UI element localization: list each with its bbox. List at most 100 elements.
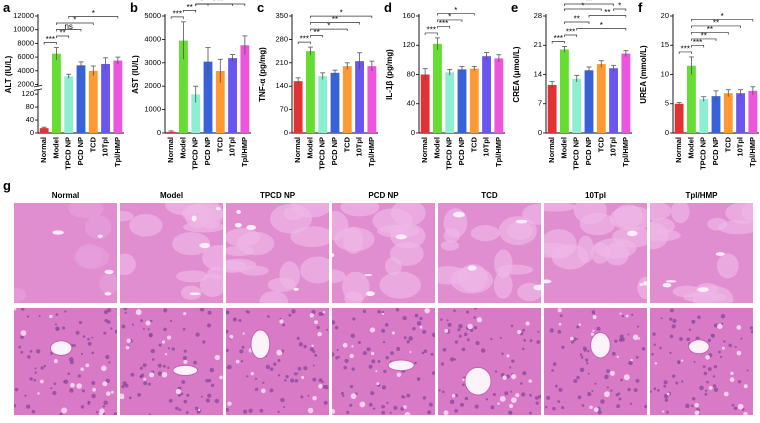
nucleus bbox=[442, 347, 447, 352]
y-tick-label: 2000 bbox=[144, 81, 161, 90]
significance-label: * bbox=[721, 12, 724, 21]
nucleus bbox=[557, 400, 561, 403]
vessel bbox=[515, 219, 528, 224]
nucleus bbox=[226, 408, 230, 412]
nucleus bbox=[475, 340, 480, 346]
x-tick-label: Tpl/HMP bbox=[494, 137, 503, 167]
nucleus bbox=[422, 329, 427, 334]
nucleus bbox=[663, 380, 668, 385]
cell-gap bbox=[616, 355, 619, 359]
cell-gap bbox=[654, 362, 658, 365]
cell-gap bbox=[592, 315, 597, 320]
cell-gap bbox=[20, 330, 27, 336]
significance-label: ** bbox=[313, 28, 319, 37]
cell-gap bbox=[604, 391, 611, 398]
x-tick-label: TCD bbox=[215, 136, 224, 152]
nucleus bbox=[529, 339, 533, 343]
vessel bbox=[467, 265, 477, 271]
nucleus bbox=[505, 374, 511, 379]
tissue-patch bbox=[291, 203, 329, 218]
histology-image bbox=[332, 308, 435, 415]
nucleus bbox=[64, 310, 67, 313]
cell-gap bbox=[376, 382, 380, 386]
cell-gap bbox=[279, 319, 284, 324]
y-tick-label: 28 bbox=[534, 11, 542, 20]
cell-gap bbox=[106, 391, 111, 396]
bar bbox=[711, 96, 721, 133]
nucleus bbox=[446, 319, 449, 322]
vessel bbox=[236, 209, 241, 214]
nucleus bbox=[464, 396, 469, 401]
nucleus bbox=[335, 356, 339, 360]
nucleus bbox=[350, 333, 355, 338]
cell-gap bbox=[332, 408, 336, 414]
tissue-patch bbox=[376, 224, 420, 238]
nucleus bbox=[303, 344, 307, 349]
y-axis-label: TNF-α (pg/mg) bbox=[258, 47, 267, 102]
significance-label: *** bbox=[173, 9, 182, 18]
nucleus bbox=[406, 340, 410, 344]
cell-gap bbox=[145, 320, 151, 326]
nucleus bbox=[312, 364, 315, 367]
tissue-patch bbox=[579, 212, 616, 236]
nucleus bbox=[579, 367, 585, 373]
nucleus bbox=[178, 408, 182, 412]
x-tick-label: Model bbox=[51, 137, 60, 159]
nucleus bbox=[103, 400, 108, 405]
y-tick-label: 1000 bbox=[144, 105, 161, 114]
nucleus bbox=[686, 337, 691, 342]
histology-image bbox=[544, 308, 647, 415]
nucleus bbox=[293, 372, 297, 376]
nucleus bbox=[412, 327, 416, 331]
cell-gap bbox=[235, 359, 240, 364]
nucleus bbox=[421, 351, 425, 355]
x-tick-label: PCD NP bbox=[203, 137, 212, 165]
y-tick-label: 8000 bbox=[17, 38, 34, 47]
nucleus bbox=[307, 394, 310, 397]
nucleus bbox=[200, 395, 204, 398]
cell-gap bbox=[37, 392, 40, 395]
nucleus bbox=[262, 381, 265, 384]
nucleus bbox=[340, 391, 344, 395]
nucleus bbox=[393, 405, 398, 410]
nucleus bbox=[606, 386, 609, 389]
significance-bracket bbox=[68, 16, 119, 19]
nucleus bbox=[277, 410, 280, 414]
nucleus bbox=[537, 330, 540, 333]
nucleus bbox=[284, 379, 287, 382]
cell-gap bbox=[250, 371, 254, 376]
vessel bbox=[365, 291, 375, 297]
nucleus bbox=[183, 349, 187, 353]
tissue-patch bbox=[384, 256, 402, 276]
vessel bbox=[97, 234, 103, 238]
nucleus bbox=[277, 374, 281, 377]
nucleus bbox=[627, 387, 631, 392]
y-tick-label: 0 bbox=[538, 128, 542, 137]
cell-gap bbox=[444, 329, 449, 333]
nucleus bbox=[414, 313, 419, 318]
nucleus bbox=[381, 385, 387, 390]
nucleus bbox=[440, 318, 443, 321]
nucleus bbox=[368, 402, 373, 407]
cell-gap bbox=[743, 412, 748, 415]
nucleus bbox=[509, 411, 513, 415]
nucleus bbox=[731, 403, 735, 407]
cell-gap bbox=[40, 379, 44, 384]
nucleus bbox=[50, 387, 53, 390]
cell-gap bbox=[102, 381, 108, 387]
nucleus bbox=[653, 387, 657, 391]
bar bbox=[203, 61, 213, 133]
tissue-patch bbox=[332, 269, 346, 284]
nucleus bbox=[56, 327, 59, 331]
nucleus bbox=[33, 378, 37, 382]
significance-bracket bbox=[691, 25, 741, 28]
nucleus bbox=[581, 404, 585, 407]
nucleus bbox=[372, 407, 376, 410]
x-tick-label: TPCD NP bbox=[64, 137, 73, 170]
nucleus bbox=[641, 347, 646, 351]
nucleus bbox=[311, 309, 316, 315]
significance-bracket bbox=[183, 10, 197, 13]
nucleus bbox=[636, 325, 639, 328]
cell-gap bbox=[593, 407, 599, 413]
